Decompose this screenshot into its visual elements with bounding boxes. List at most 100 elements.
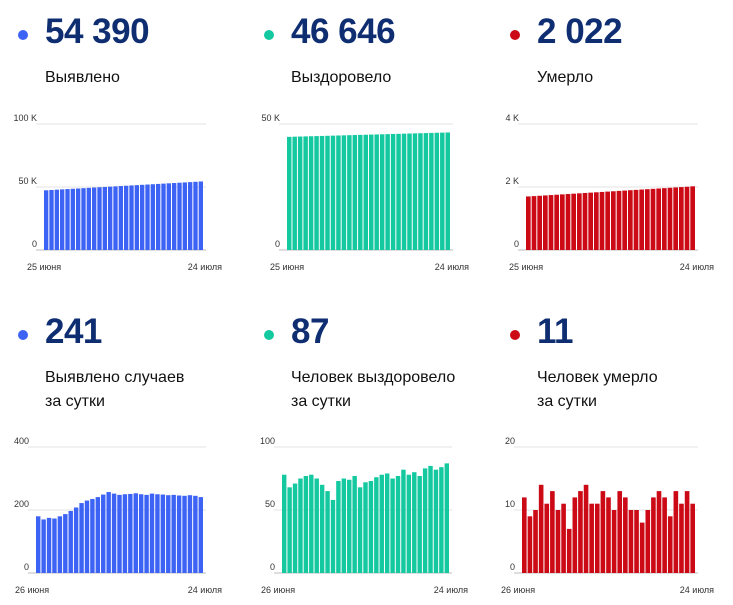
- legend-dot-icon: [264, 330, 274, 340]
- bar: [445, 132, 450, 250]
- bar: [95, 497, 101, 573]
- bar: [118, 186, 123, 250]
- bar: [111, 493, 117, 573]
- bar: [582, 192, 588, 250]
- bar: [182, 495, 187, 573]
- bar: [303, 475, 309, 573]
- bar: [401, 469, 406, 573]
- bar: [198, 497, 203, 573]
- bar: [292, 136, 297, 250]
- y-tick-label: 50 K: [261, 113, 280, 123]
- bar: [599, 191, 605, 250]
- bar: [639, 189, 644, 250]
- y-tick-label: 0: [32, 239, 37, 249]
- y-tick-label: 0: [24, 562, 29, 572]
- bar: [160, 494, 166, 573]
- bar: [429, 132, 434, 250]
- y-tick-label: 4 K: [505, 113, 519, 123]
- bar: [538, 484, 544, 573]
- bar: [49, 189, 54, 250]
- bar: [76, 188, 81, 250]
- bar: [172, 183, 177, 250]
- stat-value: 87: [291, 312, 329, 351]
- bar: [550, 491, 555, 573]
- bar: [684, 186, 690, 250]
- bar: [537, 195, 542, 250]
- bar: [374, 134, 379, 250]
- bar: [81, 188, 86, 250]
- bar: [330, 135, 336, 250]
- bar: [617, 491, 623, 573]
- bar: [68, 510, 73, 573]
- y-tick-label: 50 K: [18, 176, 37, 186]
- bar: [363, 134, 368, 250]
- bar: [527, 516, 533, 573]
- bar: [325, 491, 330, 573]
- stat-label: за сутки: [45, 393, 105, 410]
- stat-value: 11: [537, 312, 574, 351]
- bar: [433, 469, 439, 573]
- bar: [368, 481, 374, 573]
- bar: [79, 503, 84, 573]
- bar: [423, 133, 429, 250]
- bar: [650, 188, 656, 250]
- bar: [341, 478, 347, 573]
- x-tick-label-end: 24 июля: [435, 262, 469, 272]
- bar: [193, 495, 198, 573]
- bar: [298, 478, 303, 573]
- bar: [444, 463, 449, 573]
- bar: [330, 499, 336, 573]
- bar: [134, 185, 139, 250]
- bar: [292, 483, 298, 573]
- bar: [198, 181, 203, 250]
- bar: [297, 136, 303, 250]
- bar: [628, 190, 633, 250]
- bar: [363, 482, 368, 573]
- bar: [395, 475, 401, 573]
- bar: [303, 136, 308, 250]
- bar: [379, 134, 385, 250]
- bar: [656, 188, 661, 250]
- bar: [73, 507, 79, 573]
- bar: [605, 191, 610, 250]
- bar: [673, 187, 678, 250]
- bar: [166, 183, 171, 250]
- bar: [589, 503, 594, 573]
- bar: [155, 494, 160, 573]
- x-tick-label-start: 26 июня: [261, 585, 295, 595]
- bar: [128, 493, 133, 573]
- bar: [616, 190, 622, 250]
- bar: [182, 182, 187, 250]
- bar: [52, 518, 57, 573]
- bar: [594, 503, 600, 573]
- bar: [144, 494, 149, 573]
- bar: [667, 187, 673, 250]
- bar: [651, 497, 656, 573]
- bar: [150, 184, 155, 250]
- bar: [531, 196, 537, 250]
- bar: [628, 510, 634, 573]
- stat-label: Выявлено случаев: [45, 369, 185, 386]
- bar: [46, 517, 52, 573]
- bar: [314, 478, 319, 573]
- bar: [149, 493, 155, 573]
- legend-dot-icon: [510, 330, 520, 340]
- bar: [358, 134, 363, 250]
- bar: [41, 519, 46, 573]
- bar: [325, 135, 330, 250]
- x-tick-label-start: 25 июня: [509, 262, 543, 272]
- y-tick-label: 0: [510, 562, 515, 572]
- bar: [623, 497, 628, 573]
- bar: [124, 185, 129, 250]
- bar: [65, 189, 70, 250]
- bar: [140, 184, 145, 250]
- bar: [684, 491, 690, 573]
- bar: [522, 497, 527, 573]
- bar: [166, 495, 171, 573]
- bar: [434, 132, 440, 250]
- y-tick-label: 2 K: [505, 176, 519, 186]
- bar: [622, 190, 627, 250]
